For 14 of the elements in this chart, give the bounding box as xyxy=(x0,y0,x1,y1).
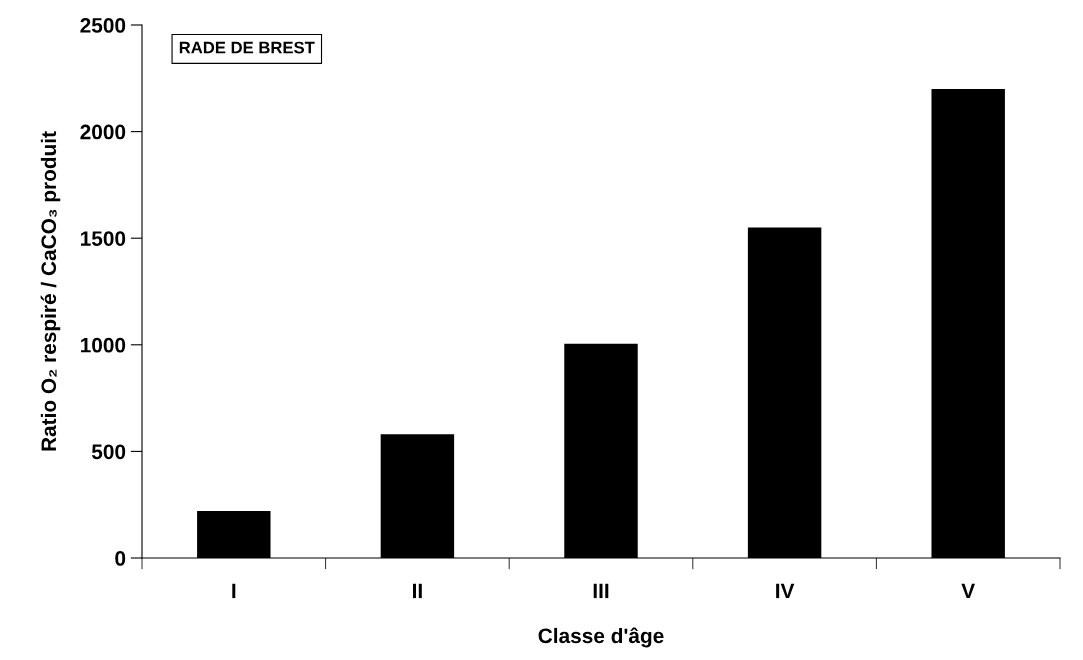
y-tick-label: 0 xyxy=(115,551,126,566)
y-tick-label: 1000 xyxy=(81,337,126,353)
y-tick-label: 2000 xyxy=(80,124,126,140)
y-tick-label: 1500 xyxy=(81,231,126,246)
x-tick-label: I xyxy=(232,583,236,599)
x-tick-label: V xyxy=(961,583,976,599)
x-tick-label: II xyxy=(413,583,422,599)
x-tick-label: IV xyxy=(776,583,795,599)
x-tick-label: III xyxy=(593,583,609,599)
y-tick-label: 2500 xyxy=(80,18,126,33)
y-tick-label: 500 xyxy=(91,444,126,460)
y-axis-title: Ratio O₂ respiré / CaCO₃ produit xyxy=(40,131,61,451)
x-axis-title: Classe d'âge xyxy=(538,627,664,648)
annotation: RADE DE BREST xyxy=(179,41,315,54)
